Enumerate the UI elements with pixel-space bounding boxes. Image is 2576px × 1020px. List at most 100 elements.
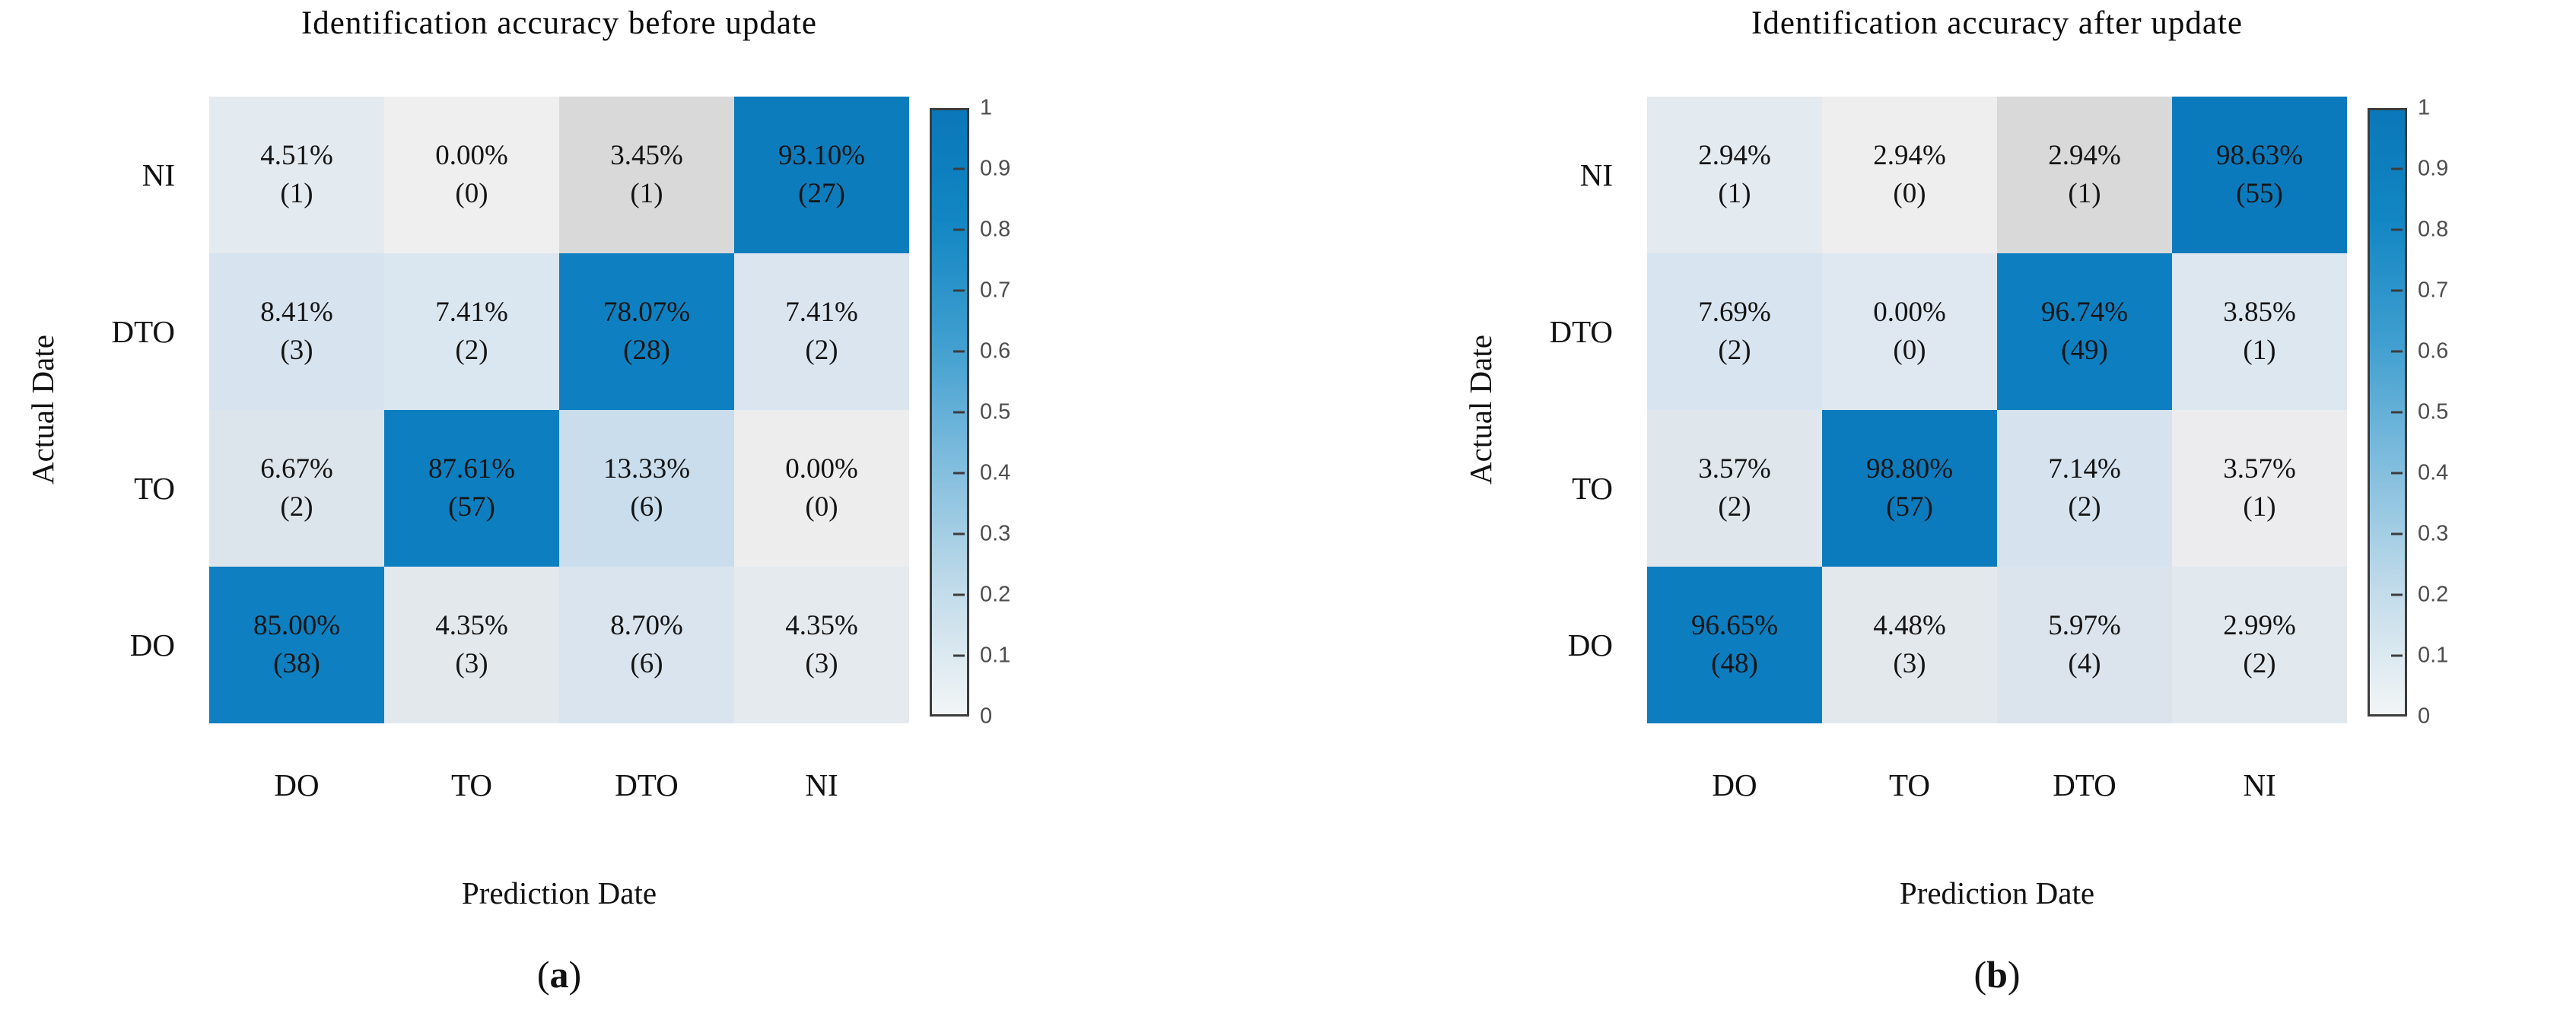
- cell-count: (1): [1718, 177, 1751, 209]
- matrix-cell: 4.35% (3): [734, 567, 909, 723]
- cell-count: (38): [273, 647, 320, 679]
- matrix-cell: 4.48% (3): [1822, 567, 1997, 723]
- cell-percent: 7.41%: [785, 296, 858, 328]
- colorbar-tick-mark: [2391, 350, 2403, 353]
- colorbar-tick-label: 0.6: [980, 338, 1011, 364]
- colorbar-tick-label: 0.7: [980, 278, 1011, 303]
- matrix-cell: 7.69% (2): [1647, 253, 1822, 410]
- row-label: NI: [1579, 157, 1613, 192]
- matrix-cell: 2.94% (1): [1997, 97, 2172, 253]
- cell-percent: 7.69%: [1698, 296, 1771, 328]
- cell-count: (57): [448, 491, 495, 523]
- confusion-matrix-panel-a: Identification accuracy before update Ac…: [23, 0, 1134, 1020]
- matrix-cell: 93.10% (27): [734, 97, 909, 253]
- colorbar-tick-mark: [953, 289, 965, 292]
- colorbar-tick-label: 0.1: [980, 643, 1011, 668]
- cell-percent: 13.33%: [603, 453, 691, 485]
- row-label: TO: [134, 471, 175, 506]
- x-axis-label: Prediction Date: [461, 875, 657, 910]
- y-axis-label: Actual Date: [25, 335, 60, 485]
- cell-count: (0): [1893, 177, 1926, 209]
- cell-percent: 4.48%: [1873, 609, 1946, 641]
- row-label: TO: [1572, 471, 1613, 506]
- col-label: DTO: [615, 767, 679, 802]
- caption-paren-close: ): [2007, 953, 2021, 996]
- cell-count: (3): [280, 334, 313, 366]
- colorbar-tick-mark: [953, 228, 965, 231]
- matrix-cell: 85.00% (38): [209, 567, 384, 723]
- colorbar-tick-label: 0.8: [2418, 217, 2449, 242]
- matrix-cell: 8.70% (6): [559, 567, 734, 723]
- colorbar: 1 0.9 0.8 0.7 0.6 0.5 0.4 0.3 0.2 0.1 0: [930, 96, 1112, 729]
- cell-percent: 6.67%: [260, 453, 333, 485]
- colorbar-tick-label: 0.4: [2418, 460, 2449, 485]
- row-label: DO: [129, 628, 175, 663]
- col-label: NI: [805, 767, 838, 802]
- matrix-cell: 7.41% (2): [734, 253, 909, 410]
- matrix-cell: 7.14% (2): [1997, 410, 2172, 567]
- col-labels: DO TO DTO NI: [209, 767, 909, 803]
- cell-percent: 2.94%: [1698, 139, 1771, 171]
- colorbar-tick-mark: [2391, 228, 2403, 231]
- matrix-cell: 4.35% (3): [384, 567, 559, 723]
- colorbar-tick-mark: [2391, 472, 2403, 475]
- colorbar-tick-label: 0.6: [2418, 338, 2449, 364]
- cell-count: (2): [2243, 647, 2276, 679]
- col-label: DO: [1712, 767, 1757, 802]
- matrix-cell: 2.94% (1): [1647, 97, 1822, 253]
- colorbar-tick-label: 0.8: [980, 217, 1011, 242]
- colorbar-tick-label: 0.9: [980, 156, 1011, 181]
- matrix-cell: 98.80% (57): [1822, 410, 1997, 567]
- cell-percent: 78.07%: [603, 296, 691, 328]
- cell-percent: 93.10%: [778, 139, 866, 171]
- colorbar-tick-label: 0: [2418, 704, 2431, 729]
- cell-count: (1): [630, 177, 663, 209]
- cell-percent: 7.41%: [435, 296, 508, 328]
- cell-percent: 3.45%: [610, 139, 683, 171]
- colorbar-tick-label: 0.3: [2418, 521, 2449, 546]
- cell-percent: 7.14%: [2048, 453, 2121, 485]
- cell-count: (2): [2068, 491, 2101, 523]
- cell-count: (3): [455, 647, 488, 679]
- cell-percent: 96.74%: [2040, 296, 2129, 328]
- cell-percent: 98.63%: [2215, 139, 2304, 171]
- colorbar-tick-label: 1: [2418, 95, 2431, 120]
- col-labels: DO TO DTO NI: [1647, 767, 2347, 803]
- chart-title: Identification accuracy before update: [301, 5, 818, 41]
- colorbar-tick-label: 0.5: [2418, 399, 2449, 424]
- matrix-cell: 3.57% (1): [2172, 410, 2347, 567]
- confusion-matrix-panel-b: Identification accuracy after update Act…: [1461, 0, 2571, 1020]
- cell-percent: 4.51%: [260, 139, 333, 171]
- cell-percent: 2.99%: [2223, 609, 2296, 641]
- row-labels: NI DTO TO DO: [1500, 97, 1636, 723]
- cell-percent: 3.85%: [2223, 296, 2296, 328]
- colorbar-tick-mark: [953, 593, 965, 596]
- x-axis-label: Prediction Date: [1899, 875, 2095, 910]
- cell-percent: 3.57%: [2223, 453, 2296, 485]
- matrix-cell: 3.85% (1): [2172, 253, 2347, 410]
- matrix-cell: 96.74% (49): [1997, 253, 2172, 410]
- cell-percent: 87.61%: [428, 453, 516, 485]
- colorbar-tick-label: 0.9: [2418, 156, 2449, 181]
- cell-percent: 8.70%: [610, 609, 683, 641]
- caption-letter: b: [1986, 953, 2008, 996]
- colorbar-tick-label: 0.2: [980, 582, 1011, 607]
- matrix-cell: 98.63% (55): [2172, 97, 2347, 253]
- cell-count: (2): [805, 334, 838, 366]
- caption-paren-close: ): [568, 953, 582, 996]
- caption-paren-open: (: [1973, 953, 1987, 996]
- cell-count: (28): [623, 334, 670, 366]
- cell-percent: 0.00%: [435, 139, 508, 171]
- caption-paren-open: (: [536, 953, 550, 996]
- cell-percent: 8.41%: [260, 296, 333, 328]
- matrix-cell: 0.00% (0): [384, 97, 559, 253]
- colorbar-tick-mark: [2391, 289, 2403, 292]
- colorbar-tick-mark: [953, 654, 965, 657]
- cell-percent: 2.94%: [1873, 139, 1946, 171]
- row-label: DTO: [111, 314, 175, 349]
- matrix-cell: 5.97% (4): [1997, 567, 2172, 723]
- cell-count: (57): [1886, 491, 1933, 523]
- colorbar-tick-label: 0.7: [2418, 278, 2449, 303]
- matrix-cell: 0.00% (0): [1822, 253, 1997, 410]
- cell-count: (0): [805, 491, 838, 523]
